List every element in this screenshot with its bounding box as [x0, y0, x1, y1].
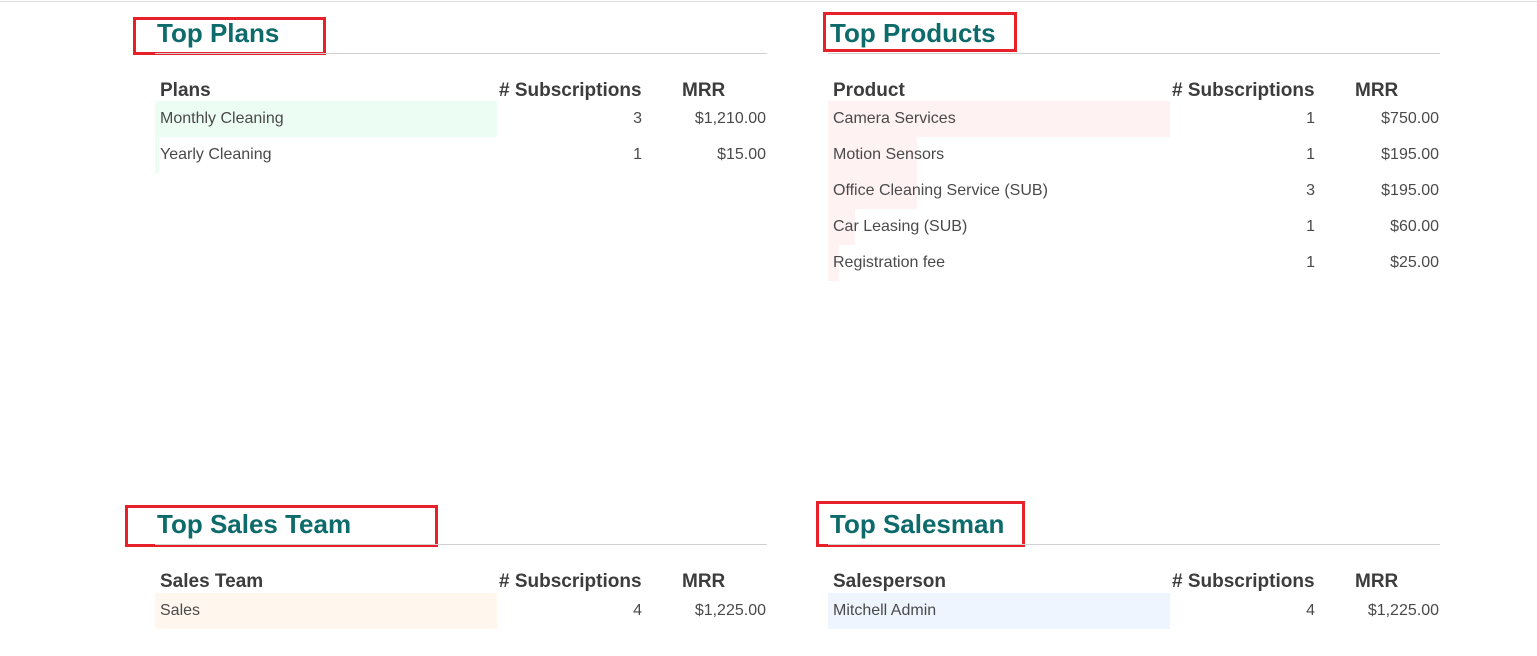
- title-divider: [828, 53, 1440, 54]
- row-mrr: $1,225.00: [694, 602, 766, 619]
- share-bar: [828, 593, 1170, 629]
- highlight-box: [125, 505, 438, 547]
- row-subscriptions: 1: [633, 146, 642, 163]
- highlight-box: [133, 17, 326, 55]
- row-subscriptions: 1: [1306, 254, 1315, 271]
- table-row[interactable]: Registration fee 1 $25.00: [828, 245, 1445, 281]
- row-subscriptions: 1: [1306, 110, 1315, 127]
- column-header-plans[interactable]: Plans: [160, 80, 211, 101]
- row-subscriptions: 4: [1306, 602, 1315, 619]
- highlight-box: [823, 12, 1017, 52]
- table-row[interactable]: Yearly Cleaning 1 $15.00: [155, 137, 772, 173]
- column-header-mrr[interactable]: MRR: [682, 80, 726, 101]
- table-row[interactable]: Mitchell Admin 4 $1,225.00: [828, 593, 1445, 629]
- column-header-subscriptions[interactable]: # Subscriptions: [499, 80, 642, 101]
- panel-title: Top Sales Team: [157, 509, 352, 539]
- row-name: Yearly Cleaning: [160, 146, 272, 163]
- table-row[interactable]: Motion Sensors 1 $195.00: [828, 137, 1445, 173]
- row-mrr: $15.00: [717, 146, 766, 163]
- row-subscriptions: 3: [1306, 182, 1315, 199]
- row-name: Sales: [160, 602, 201, 619]
- column-header-sales-team[interactable]: Sales Team: [160, 571, 264, 592]
- column-header-subscriptions[interactable]: # Subscriptions: [1172, 80, 1315, 101]
- row-subscriptions: 1: [1306, 218, 1315, 235]
- highlight-box: [816, 501, 1025, 547]
- row-mrr: $195.00: [1381, 146, 1439, 163]
- panel-title: Top Products: [830, 18, 996, 48]
- row-mrr: $25.00: [1390, 254, 1439, 271]
- title-divider: [155, 544, 767, 545]
- table-row[interactable]: Office Cleaning Service (SUB) 3 $195.00: [828, 173, 1445, 209]
- row-subscriptions: 4: [633, 602, 642, 619]
- title-divider: [155, 53, 767, 54]
- share-bar: [155, 593, 497, 629]
- share-bar: [828, 245, 839, 281]
- table-row[interactable]: Car Leasing (SUB) 1 $60.00: [828, 209, 1445, 245]
- column-header-subscriptions[interactable]: # Subscriptions: [499, 571, 642, 592]
- row-mrr: $60.00: [1390, 218, 1439, 235]
- row-subscriptions: 3: [633, 110, 642, 127]
- share-bar: [828, 137, 917, 173]
- row-name: Registration fee: [833, 254, 946, 271]
- table-row[interactable]: Sales 4 $1,225.00: [155, 593, 772, 629]
- row-name: Monthly Cleaning: [160, 110, 284, 127]
- row-mrr: $1,225.00: [1367, 602, 1439, 619]
- column-header-mrr[interactable]: MRR: [1355, 571, 1399, 592]
- top-divider: [0, 1, 1537, 2]
- column-header-mrr[interactable]: MRR: [1355, 80, 1399, 101]
- share-bar: [828, 209, 855, 245]
- share-bar: [828, 101, 1170, 137]
- share-bar: [155, 137, 159, 173]
- panel-title: Top Salesman: [830, 509, 1005, 539]
- table-row[interactable]: Monthly Cleaning 3 $1,210.00: [155, 101, 772, 137]
- row-name: Car Leasing (SUB): [833, 218, 968, 235]
- panel-title: Top Plans: [157, 18, 280, 48]
- row-mrr: $750.00: [1381, 110, 1439, 127]
- column-header-mrr[interactable]: MRR: [682, 571, 726, 592]
- share-bar: [828, 173, 917, 209]
- row-name: Motion Sensors: [833, 146, 945, 163]
- row-mrr: $1,210.00: [694, 110, 766, 127]
- column-header-salesperson[interactable]: Salesperson: [833, 571, 946, 592]
- column-header-subscriptions[interactable]: # Subscriptions: [1172, 571, 1315, 592]
- row-mrr: $195.00: [1381, 182, 1439, 199]
- column-header-product[interactable]: Product: [833, 80, 905, 101]
- row-name: Camera Services: [833, 110, 956, 127]
- row-name: Mitchell Admin: [833, 602, 937, 619]
- row-subscriptions: 1: [1306, 146, 1315, 163]
- title-divider: [828, 544, 1440, 545]
- share-bar: [155, 101, 497, 137]
- table-row[interactable]: Camera Services 1 $750.00: [828, 101, 1445, 137]
- row-name: Office Cleaning Service (SUB): [833, 182, 1048, 199]
